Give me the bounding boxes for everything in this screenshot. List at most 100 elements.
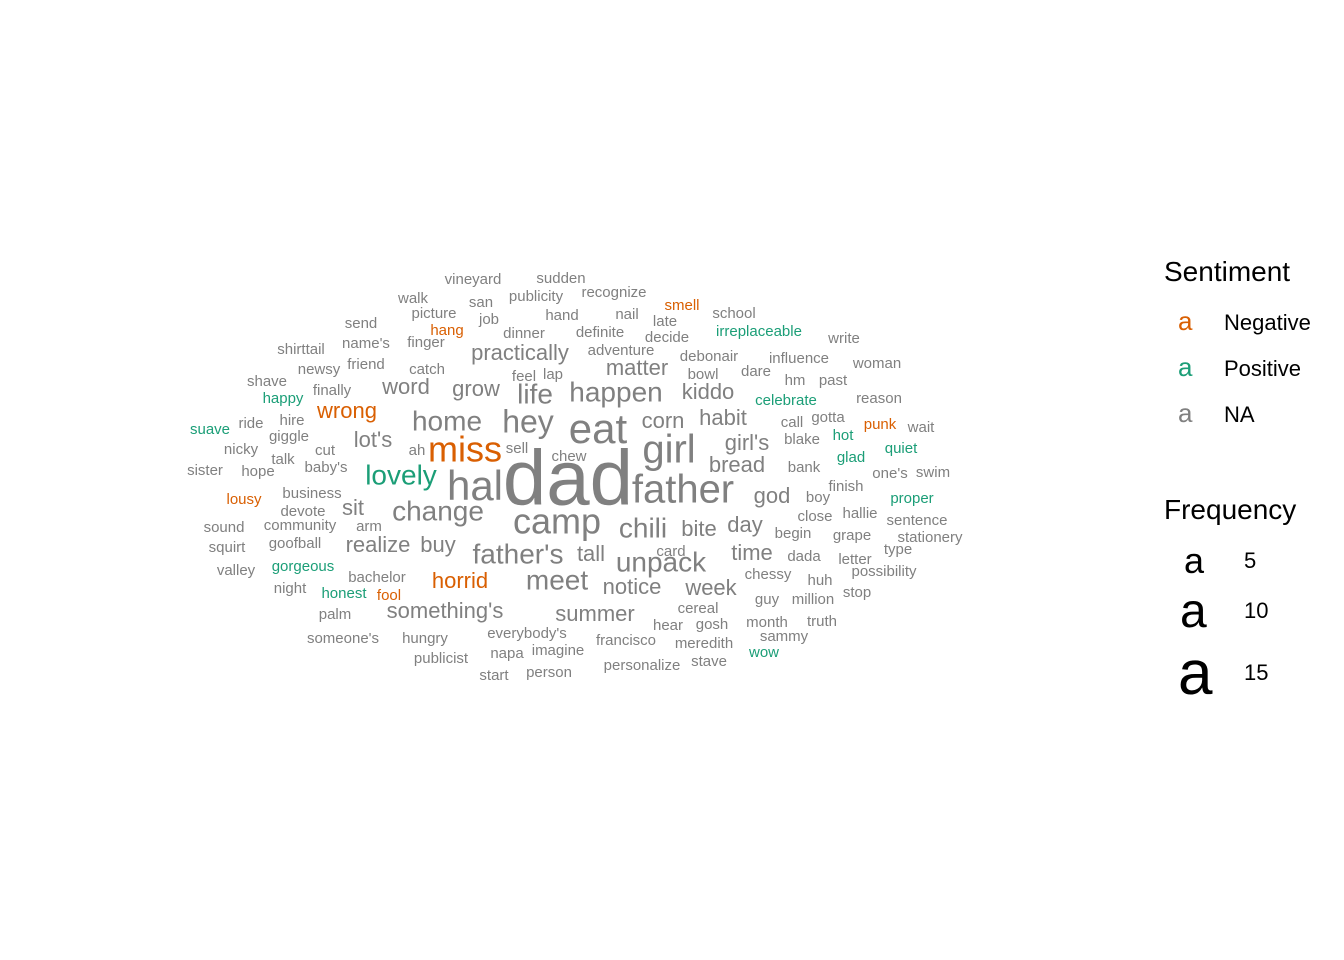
word-life: life (517, 378, 553, 409)
word-sammy: sammy (760, 628, 809, 645)
word-cereal: cereal (678, 600, 719, 617)
word-newsy: newsy (298, 361, 341, 378)
word-write: write (827, 330, 860, 347)
legend-label-freq-10: 10 (1244, 598, 1269, 623)
word-buy: buy (420, 532, 455, 557)
word-hungry: hungry (402, 630, 448, 647)
word-meet: meet (526, 564, 588, 595)
word-million: million (792, 591, 835, 608)
word-hear: hear (653, 617, 683, 634)
word-dad: dad (503, 434, 633, 522)
word-home: home (412, 405, 482, 436)
word-time: time (731, 540, 773, 565)
word-woman: woman (852, 355, 901, 372)
word-dare: dare (741, 363, 771, 380)
word-suave: suave (190, 421, 230, 438)
word-notice: notice (603, 574, 662, 599)
word-gorgeous: gorgeous (272, 558, 335, 575)
word-change: change (392, 495, 484, 526)
word-hire: hire (279, 412, 304, 429)
word-send: send (345, 315, 378, 332)
legend-glyph-freq-15: a (1178, 639, 1213, 708)
word-hand: hand (545, 307, 578, 324)
word-friend: friend (347, 356, 385, 373)
word-decide: decide (645, 329, 689, 346)
legend-glyph-positive: a (1178, 352, 1193, 382)
word-god: god (754, 483, 791, 508)
word-catch: catch (409, 361, 445, 378)
word-meredith: meredith (675, 635, 733, 652)
word-honest: honest (321, 585, 367, 602)
word-goofball: goofball (269, 535, 322, 552)
word-quiet: quiet (885, 440, 918, 457)
word-stop: stop (843, 584, 871, 601)
word-begin: begin (775, 525, 812, 542)
legend-key-freq-5: a 5 (1164, 540, 1344, 584)
word-valley: valley (217, 562, 256, 579)
word-past: past (819, 372, 848, 389)
word-huh: huh (807, 572, 832, 589)
word-card: card (656, 543, 685, 560)
word-grape: grape (833, 527, 871, 544)
word-business: business (282, 485, 341, 502)
word-hallie: hallie (842, 505, 877, 522)
legend-glyph-negative: a (1178, 306, 1193, 336)
legend-key-positive: a Positive (1164, 352, 1344, 388)
word-debonair: debonair (680, 348, 738, 365)
word-giggle: giggle (269, 428, 309, 445)
word-recognize: recognize (581, 284, 646, 301)
word-fool: fool (377, 587, 401, 604)
word-imagine: imagine (532, 642, 585, 659)
word-gotta: gotta (811, 409, 845, 426)
word-truth: truth (807, 613, 837, 630)
word-bread: bread (709, 452, 765, 477)
word-feel: feel (512, 368, 536, 385)
legend-label-freq-5: 5 (1244, 548, 1257, 573)
word-month: month (746, 614, 788, 631)
word-someones: someone's (307, 630, 379, 647)
word-publicity: publicity (509, 288, 564, 305)
word-day: day (727, 512, 762, 537)
word-cut: cut (315, 442, 336, 459)
word-francisco: francisco (596, 632, 656, 649)
word-wow: wow (748, 644, 779, 661)
word-napa: napa (490, 645, 524, 662)
word-practically: practically (471, 340, 569, 365)
word-arm: arm (356, 518, 382, 535)
word-blake: blake (784, 431, 820, 448)
word-lovely: lovely (365, 459, 437, 490)
legend-key-negative: a Negative (1164, 306, 1344, 342)
word-bowl: bowl (688, 366, 719, 383)
word-week: week (684, 575, 737, 600)
word-eat: eat (569, 405, 628, 452)
word-shirttail: shirttail (277, 341, 325, 358)
word-sell: sell (506, 440, 529, 457)
word-hey: hey (502, 403, 554, 439)
word-ones: one's (872, 465, 907, 482)
word-finally: finally (313, 382, 352, 399)
word-hope: hope (241, 463, 274, 480)
word-hal: hal (447, 462, 503, 509)
word-chili: chili (619, 512, 667, 543)
word-late: late (653, 313, 677, 330)
word-punk: punk (864, 416, 897, 433)
word-adventure: adventure (588, 342, 655, 359)
word-sudden: sudden (536, 270, 585, 287)
word-chessy: chessy (745, 566, 792, 583)
word-type: type (884, 541, 912, 558)
frequency-legend: Frequency a 5 a 10 a 15 (1164, 492, 1344, 712)
word-lap: lap (543, 366, 563, 383)
word-sentence: sentence (887, 512, 948, 529)
word-hot: hot (833, 427, 855, 444)
word-celebrate: celebrate (755, 392, 817, 409)
word-definite: definite (576, 324, 624, 341)
word-hang: hang (430, 322, 463, 339)
word-sit: sit (342, 495, 364, 520)
word-night: night (274, 580, 307, 597)
legend-label-positive: Positive (1224, 356, 1302, 381)
word-guy: guy (755, 591, 780, 608)
word-proper: proper (890, 490, 933, 507)
word-talk: talk (271, 451, 295, 468)
legend-glyph-freq-10: a (1180, 585, 1207, 638)
word-horrid: horrid (432, 568, 488, 593)
